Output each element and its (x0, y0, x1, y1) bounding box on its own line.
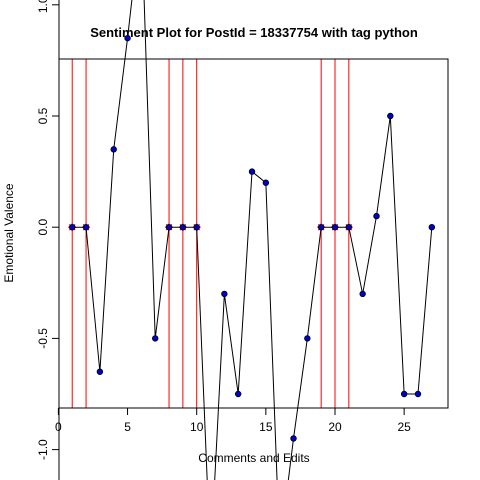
y-tick-label-4: 0.5 (36, 107, 50, 124)
data-point-19 (317, 223, 325, 231)
data-point-21 (345, 223, 353, 231)
x-tick-label-4: 20 (328, 420, 342, 434)
y-tick-label-1: -1.0 (36, 439, 50, 460)
data-point-5 (124, 34, 131, 42)
x-tick-label-3: 15 (259, 420, 273, 434)
data-point-2 (82, 223, 90, 231)
data-point-18 (304, 335, 311, 342)
data-point-22 (359, 290, 366, 298)
data-point-4 (110, 146, 117, 153)
chart-title: Sentiment Plot for PostId = 18337754 wit… (90, 25, 418, 40)
data-point-3 (96, 368, 104, 375)
y-axis: -1.5-1.0-0.50.00.51.01.5 (36, 0, 60, 480)
x-axis-label: Comments and Edits (198, 451, 309, 465)
data-point-1 (69, 223, 76, 231)
data-point-23 (373, 212, 380, 220)
y-tick-label-3: 0.0 (36, 219, 50, 236)
data-point-20 (331, 223, 339, 231)
y-tick-label-2: -0.5 (36, 328, 50, 349)
plot-frame (58, 58, 449, 409)
x-tick-label-1: 5 (124, 420, 131, 434)
data-points (69, 34, 436, 442)
data-point-15 (262, 179, 270, 186)
y-axis-label: Emotional Valence (2, 183, 16, 282)
data-point-10 (193, 223, 200, 231)
edit-markers (68, 59, 353, 408)
data-point-14 (248, 168, 256, 175)
data-point-17 (290, 435, 297, 442)
data-point-24 (387, 112, 394, 120)
data-point-25 (400, 390, 408, 398)
x-tick-label-2: 10 (190, 420, 204, 434)
data-point-12 (221, 290, 228, 298)
x-axis: 0 5 10 15 20 25 (55, 407, 411, 434)
x-tick-label-5: 25 (397, 420, 411, 434)
data-point-9 (179, 223, 187, 231)
data-point-13 (234, 390, 242, 398)
y-tick-label-5: 1.0 (36, 0, 50, 13)
data-point-8 (165, 223, 173, 231)
data-point-27 (428, 223, 436, 231)
data-point-26 (414, 390, 422, 398)
data-point-7 (152, 335, 159, 342)
